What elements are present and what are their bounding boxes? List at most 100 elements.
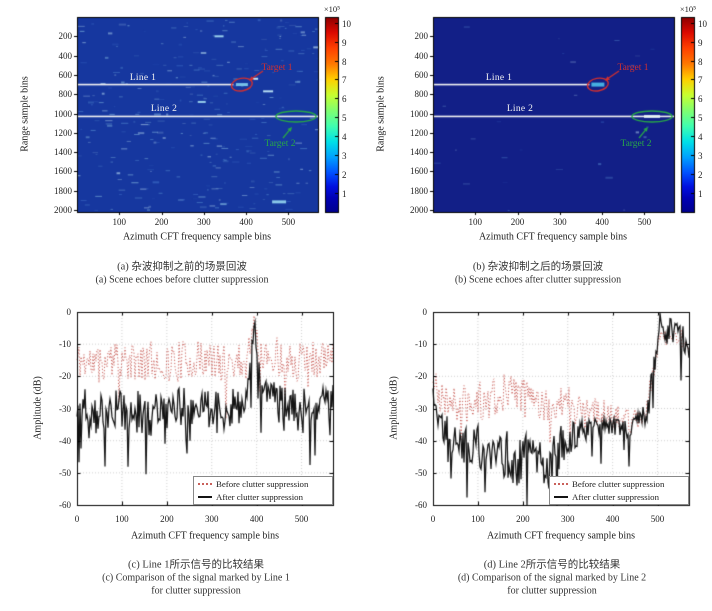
panel-b-colorbar-exponent: ×10⁵ [679, 4, 697, 14]
tick-label: -60 [59, 500, 71, 510]
tick-label: 400 [595, 217, 609, 227]
tick-label: 2000 [410, 205, 428, 216]
tick-label: 1600 [54, 166, 72, 177]
tick-label: 6 [698, 93, 703, 104]
panel-a-caption-en: (a) Scene echoes before clutter suppress… [95, 274, 269, 286]
tick-label: 1800 [54, 185, 72, 196]
legend-before-marker [554, 483, 568, 485]
panel-d-ylabel: Amplitude (dB) [388, 376, 400, 440]
tick-label: 400 [414, 50, 429, 61]
tick-label: 2 [342, 169, 347, 180]
legend-row-before: Before clutter suppression [198, 478, 330, 491]
tick-label: -10 [59, 339, 71, 350]
tick-label: 800 [414, 89, 429, 100]
tick-label: 200 [58, 31, 73, 42]
legend-after-marker [198, 496, 212, 498]
panel-a-ylabel: Range sample bins [19, 76, 31, 152]
legend-after-marker [554, 496, 568, 498]
tick-label: 500 [294, 514, 309, 524]
tick-label: 0 [66, 307, 72, 317]
tick-label: 1800 [410, 185, 428, 196]
legend-after-label: After clutter suppression [572, 491, 659, 502]
panel-b-target1-label: Target 1 [617, 63, 649, 73]
tick-label: 2 [698, 169, 703, 180]
tick-label: 500 [281, 217, 296, 227]
panel-b-xlabel: Azimuth CFT frequency sample bins [478, 231, 628, 243]
tick-label: 100 [115, 514, 129, 524]
tick-label: 1200 [410, 127, 428, 138]
panel-a-caption-zh: (a) 杂波抑制之前的场景回波 [117, 261, 247, 273]
tick-label: 10 [698, 18, 707, 29]
panel-b-line1-label: Line 1 [485, 73, 513, 83]
tick-label: 9 [698, 37, 703, 48]
tick-label: -30 [59, 403, 71, 414]
tick-label: 300 [560, 514, 575, 524]
tick-label: 1 [698, 188, 703, 199]
tick-label: 100 [468, 217, 483, 227]
legend-before-label: Before clutter suppression [216, 478, 309, 489]
tick-label: 6 [342, 93, 347, 104]
legend-row-before: Before clutter suppression [554, 478, 686, 491]
tick-label: 9 [342, 37, 347, 48]
tick-label: 300 [204, 514, 219, 524]
tick-label: 800 [58, 89, 73, 100]
tick-label: 1400 [410, 147, 428, 158]
panel-d-xlabel: Azimuth CFT frequency sample bins [486, 530, 636, 542]
tick-label: -50 [59, 467, 71, 478]
tick-label: 200 [160, 514, 174, 524]
tick-label: 200 [154, 217, 169, 227]
panel-c-ylabel: Amplitude (dB) [32, 376, 44, 440]
legend-before-marker [198, 483, 212, 485]
tick-label: -40 [59, 435, 71, 446]
tick-label: 3 [342, 150, 347, 161]
tick-label: 400 [249, 514, 264, 524]
tick-label: 200 [510, 217, 525, 227]
legend-after-label: After clutter suppression [216, 491, 303, 502]
tick-label: -10 [415, 339, 427, 350]
tick-label: 400 [58, 50, 73, 61]
panel-b-caption-en: (b) Scene echoes after clutter suppressi… [454, 274, 622, 286]
tick-label: 1400 [54, 147, 72, 158]
tick-label: 5 [698, 112, 703, 123]
panel-b-line2-label: Line 2 [506, 104, 534, 114]
panel-c-caption-en: (c) Comparison of the signal marked by L… [102, 572, 290, 584]
panel-c-xlabel: Azimuth CFT frequency sample bins [130, 530, 280, 542]
panel-a-colorbar-exponent: ×10⁵ [323, 4, 341, 14]
tick-label: -20 [59, 371, 71, 382]
tick-label: 10 [342, 18, 351, 29]
tick-label: 1000 [410, 108, 428, 119]
panel-a-target2-label: Target 2 [264, 139, 296, 149]
tick-label: 1600 [410, 166, 428, 177]
tick-label: -30 [415, 403, 427, 414]
legend-before-label: Before clutter suppression [572, 478, 665, 489]
tick-label: -40 [415, 435, 427, 446]
panel-b-ylabel: Range sample bins [375, 76, 387, 152]
tick-label: 1 [342, 188, 347, 199]
tick-label: 200 [414, 31, 429, 42]
panel-a-target1-label: Target 1 [261, 63, 293, 73]
tick-label: 0 [430, 514, 436, 524]
tick-label: 8 [698, 56, 703, 67]
tick-label: 100 [471, 514, 485, 524]
panel-d-legend: Before clutter suppression After clutter… [549, 476, 689, 505]
panel-d-caption-en: (d) Comparison of the signal marked by L… [457, 572, 647, 584]
panel-d-caption-zh: (d) Line 2所示信号的比较结果 [483, 559, 621, 571]
tick-label: 7 [698, 74, 703, 85]
tick-label: 500 [650, 514, 665, 524]
tick-label: 200 [516, 514, 530, 524]
tick-label: 8 [342, 56, 347, 67]
panel-a-line1-label: Line 1 [129, 73, 157, 83]
tick-label: 4 [698, 131, 703, 142]
panel-a-xlabel: Azimuth CFT frequency sample bins [122, 231, 272, 243]
tick-label: 300 [553, 217, 567, 227]
tick-label: 7 [342, 74, 347, 85]
tick-label: 500 [637, 217, 652, 227]
tick-label: 400 [605, 514, 620, 524]
tick-label: -50 [415, 467, 427, 478]
tick-label: 0 [74, 514, 80, 524]
tick-label: 600 [58, 69, 73, 80]
tick-label: 400 [239, 217, 253, 227]
tick-label: 100 [112, 217, 127, 227]
